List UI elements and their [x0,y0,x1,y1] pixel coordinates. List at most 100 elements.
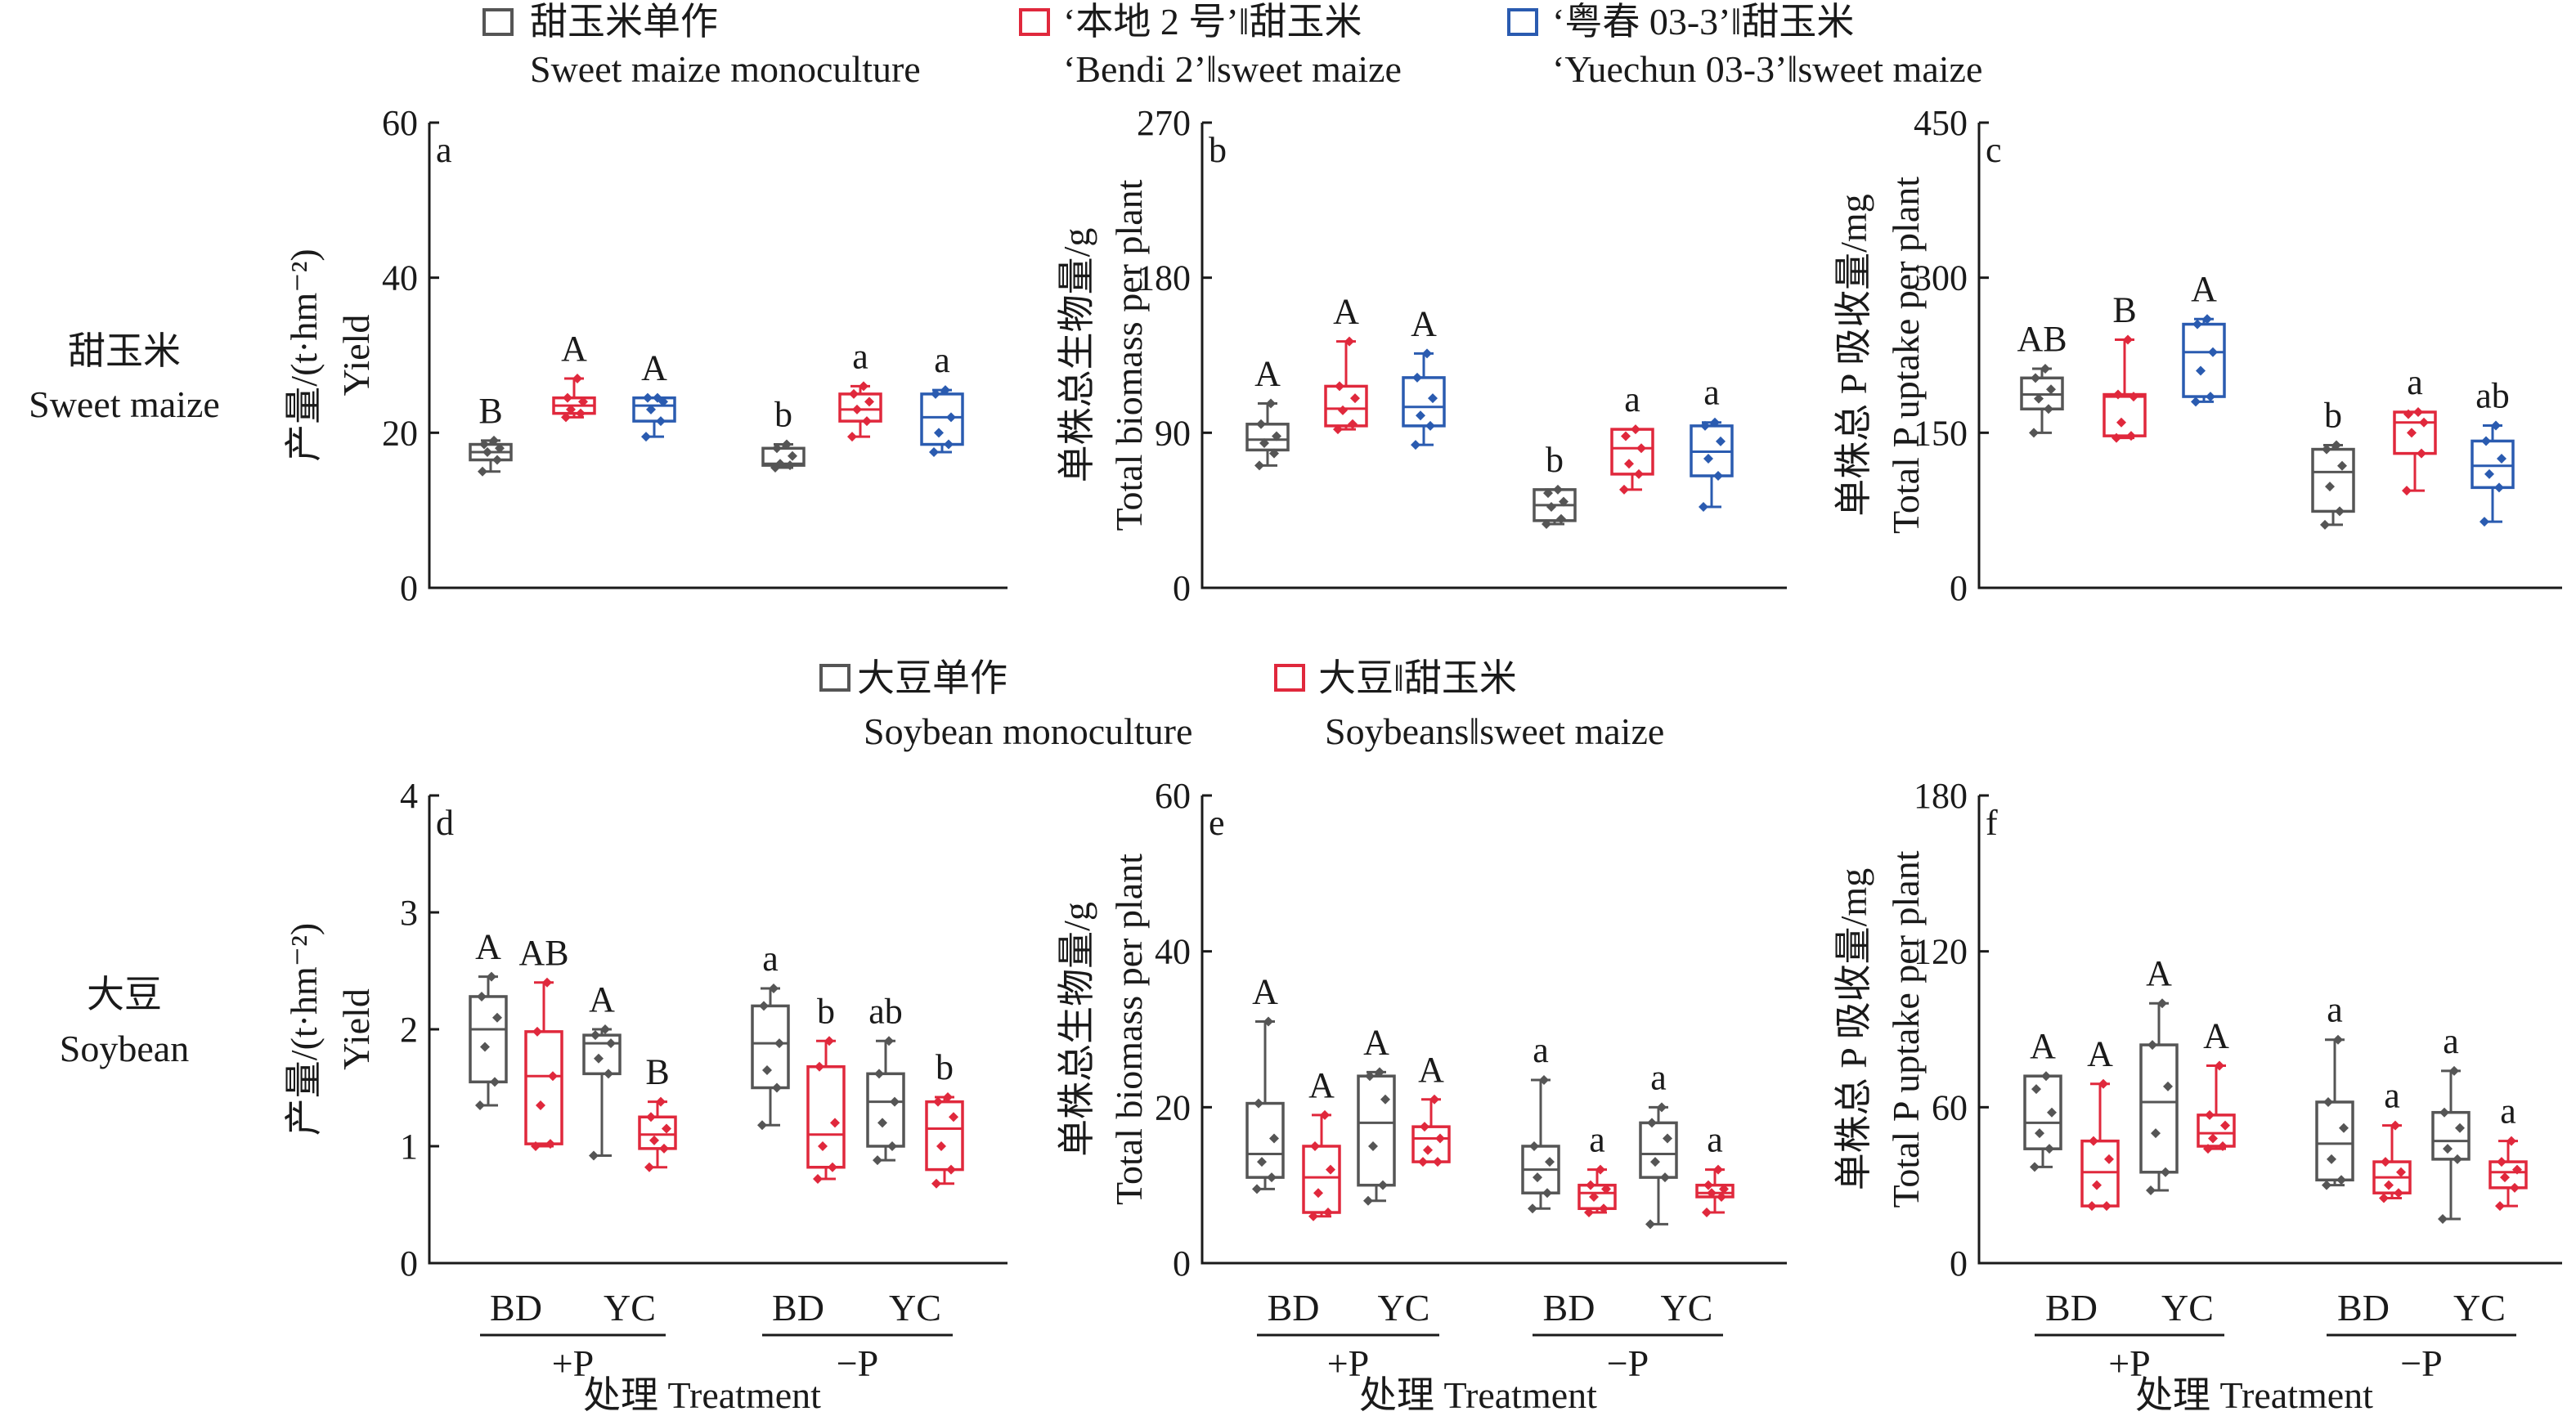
data-point [2327,1154,2336,1164]
data-point [2123,334,2133,345]
x-subgroup-label: YC [1378,1287,1430,1329]
data-point [1429,1094,1439,1105]
data-point [482,447,492,458]
data-point [762,1065,772,1076]
data-point [2396,1167,2406,1177]
data-point [2041,1071,2051,1082]
y-tick-label: 180 [1914,776,1968,816]
data-point [2333,1034,2343,1045]
box-plot: A [582,979,622,1161]
significance-letter: a [2384,1076,2400,1116]
significance-letter: b [817,991,835,1031]
legend-label-en: Soybeans‖sweet maize [1325,710,1664,752]
data-point [934,428,944,438]
data-point [1308,1211,1318,1221]
panel-c: 0 150 300 450 c 单株总 P 吸收量/mg Total P uptake pe… [1833,103,2562,608]
data-point [1252,1184,1262,1194]
significance-letter: A [641,348,667,388]
data-point [2089,1136,2098,1146]
data-point [759,1001,769,1011]
box-plot: b [1533,440,1577,530]
data-point [1272,431,1281,441]
data-point [936,1141,946,1151]
significance-letter: a [1707,1120,1723,1160]
data-point [815,1061,824,1072]
data-point [1584,1208,1594,1218]
axis-lines [428,795,1008,1265]
bottom-legend-item-monoculture: 大豆单作 Soybean monoculture [819,657,1192,752]
data-point [492,1012,502,1023]
legend-label-en: ‘Bendi 2’‖sweet maize [1063,48,1402,90]
box-plot: A [2023,1026,2062,1172]
data-point [644,1162,654,1172]
data-point [1368,1141,1378,1151]
y-tick-label: 40 [1155,932,1191,972]
data-point [2481,436,2491,446]
data-point [480,1042,490,1052]
box-iqr [2197,1114,2236,1148]
data-point [2484,468,2494,479]
y-axis-label: 单株总 P 吸收量/mg [1833,194,1874,516]
data-point [1599,1203,1609,1214]
data-point [1619,484,1629,495]
box-iqr [838,392,882,423]
data-point [2497,453,2506,464]
data-point [2202,314,2212,325]
panel-a: 0 20 40 60 a 产量/(t·hm⁻²) Yield B A Ab a a [283,103,1008,608]
box-plot: A [1402,303,1446,450]
box-plot: a [1695,1120,1735,1218]
x-group-label: −P [1607,1342,1649,1384]
data-point [1266,398,1276,409]
data-point [1269,448,1279,459]
data-point [1621,431,1631,441]
data-point [1425,420,1435,431]
data-point [2512,1164,2522,1175]
data-point [931,1178,941,1189]
legend-label-en: Sweet maize monoculture [530,48,921,90]
data-point [2390,1120,2400,1131]
significance-letter: ab [2475,375,2510,415]
panel-e: 0 20 40 60 e 单株总生物量/g Total biomass per plant A… [1056,776,1787,1416]
data-point [2087,1201,2097,1212]
y-tick-label: 90 [1155,413,1191,453]
data-point [874,1069,884,1079]
y-axis-label: Yield [335,315,377,397]
data-point [479,439,489,450]
y-axis-label: Total P uptake per plant [1885,177,1927,534]
bottom-legend: 大豆单作 Soybean monoculture 大豆‖甜玉米 Soybeans… [819,657,1664,752]
data-point [890,1096,900,1107]
data-point [2102,1201,2112,1212]
legend-swatch-blue [1507,8,1538,36]
box-plot: A [1245,354,1290,471]
data-point [2157,998,2167,1009]
y-tick-label: 1 [400,1127,418,1167]
data-point [531,1141,541,1151]
significance-letter: A [1308,1065,1335,1105]
legend-swatch-gray [819,664,850,692]
box-plot: a [1690,373,1734,512]
data-point [774,1038,784,1049]
data-point [1326,1164,1335,1175]
data-point [1636,443,1646,454]
data-point [1601,1184,1611,1194]
data-point [2126,431,2136,441]
data-point [2040,363,2050,374]
panel-letter: f [1986,803,1998,843]
box-iqr [1695,1183,1735,1199]
data-point [849,388,859,399]
y-tick-label: 450 [1914,103,1968,143]
legend-label-en: ‘Yuechun 03-3’‖sweet maize [1552,48,1982,90]
data-point [1556,513,1566,524]
significance-letter: AB [518,933,568,973]
data-point [877,1118,887,1128]
y-axis-label: Total biomass per plant [1108,179,1150,531]
data-point [1344,336,1354,347]
data-point [641,432,651,442]
y-axis-label: 单株总生物量/g [1056,228,1097,483]
data-point [2163,1081,2173,1091]
x-subgroup-label: BD [1543,1287,1595,1329]
significance-letter: a [1533,1030,1549,1070]
y-tick-label: 0 [1173,1243,1191,1284]
data-point [1713,471,1723,482]
data-point [2031,1084,2041,1095]
